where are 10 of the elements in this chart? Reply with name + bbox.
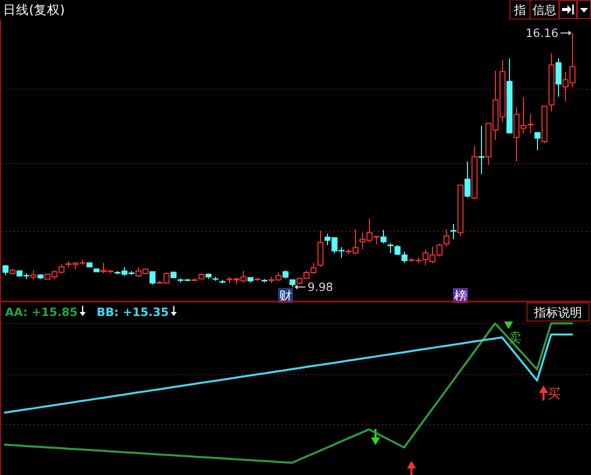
chart-title: 日线(复权) bbox=[3, 2, 65, 17]
button: 指标说明 bbox=[526, 302, 590, 322]
text: AA: +15.85 bbox=[5, 305, 78, 319]
annotation: 买 bbox=[548, 387, 560, 402]
annotation: 16.16 bbox=[526, 26, 558, 40]
annotation: 卖 bbox=[508, 331, 522, 346]
text: BB: +15.35 bbox=[96, 305, 169, 319]
button: 指 bbox=[510, 0, 530, 20]
annotation: 9.98 bbox=[308, 280, 334, 294]
button: 信息 bbox=[530, 0, 560, 20]
